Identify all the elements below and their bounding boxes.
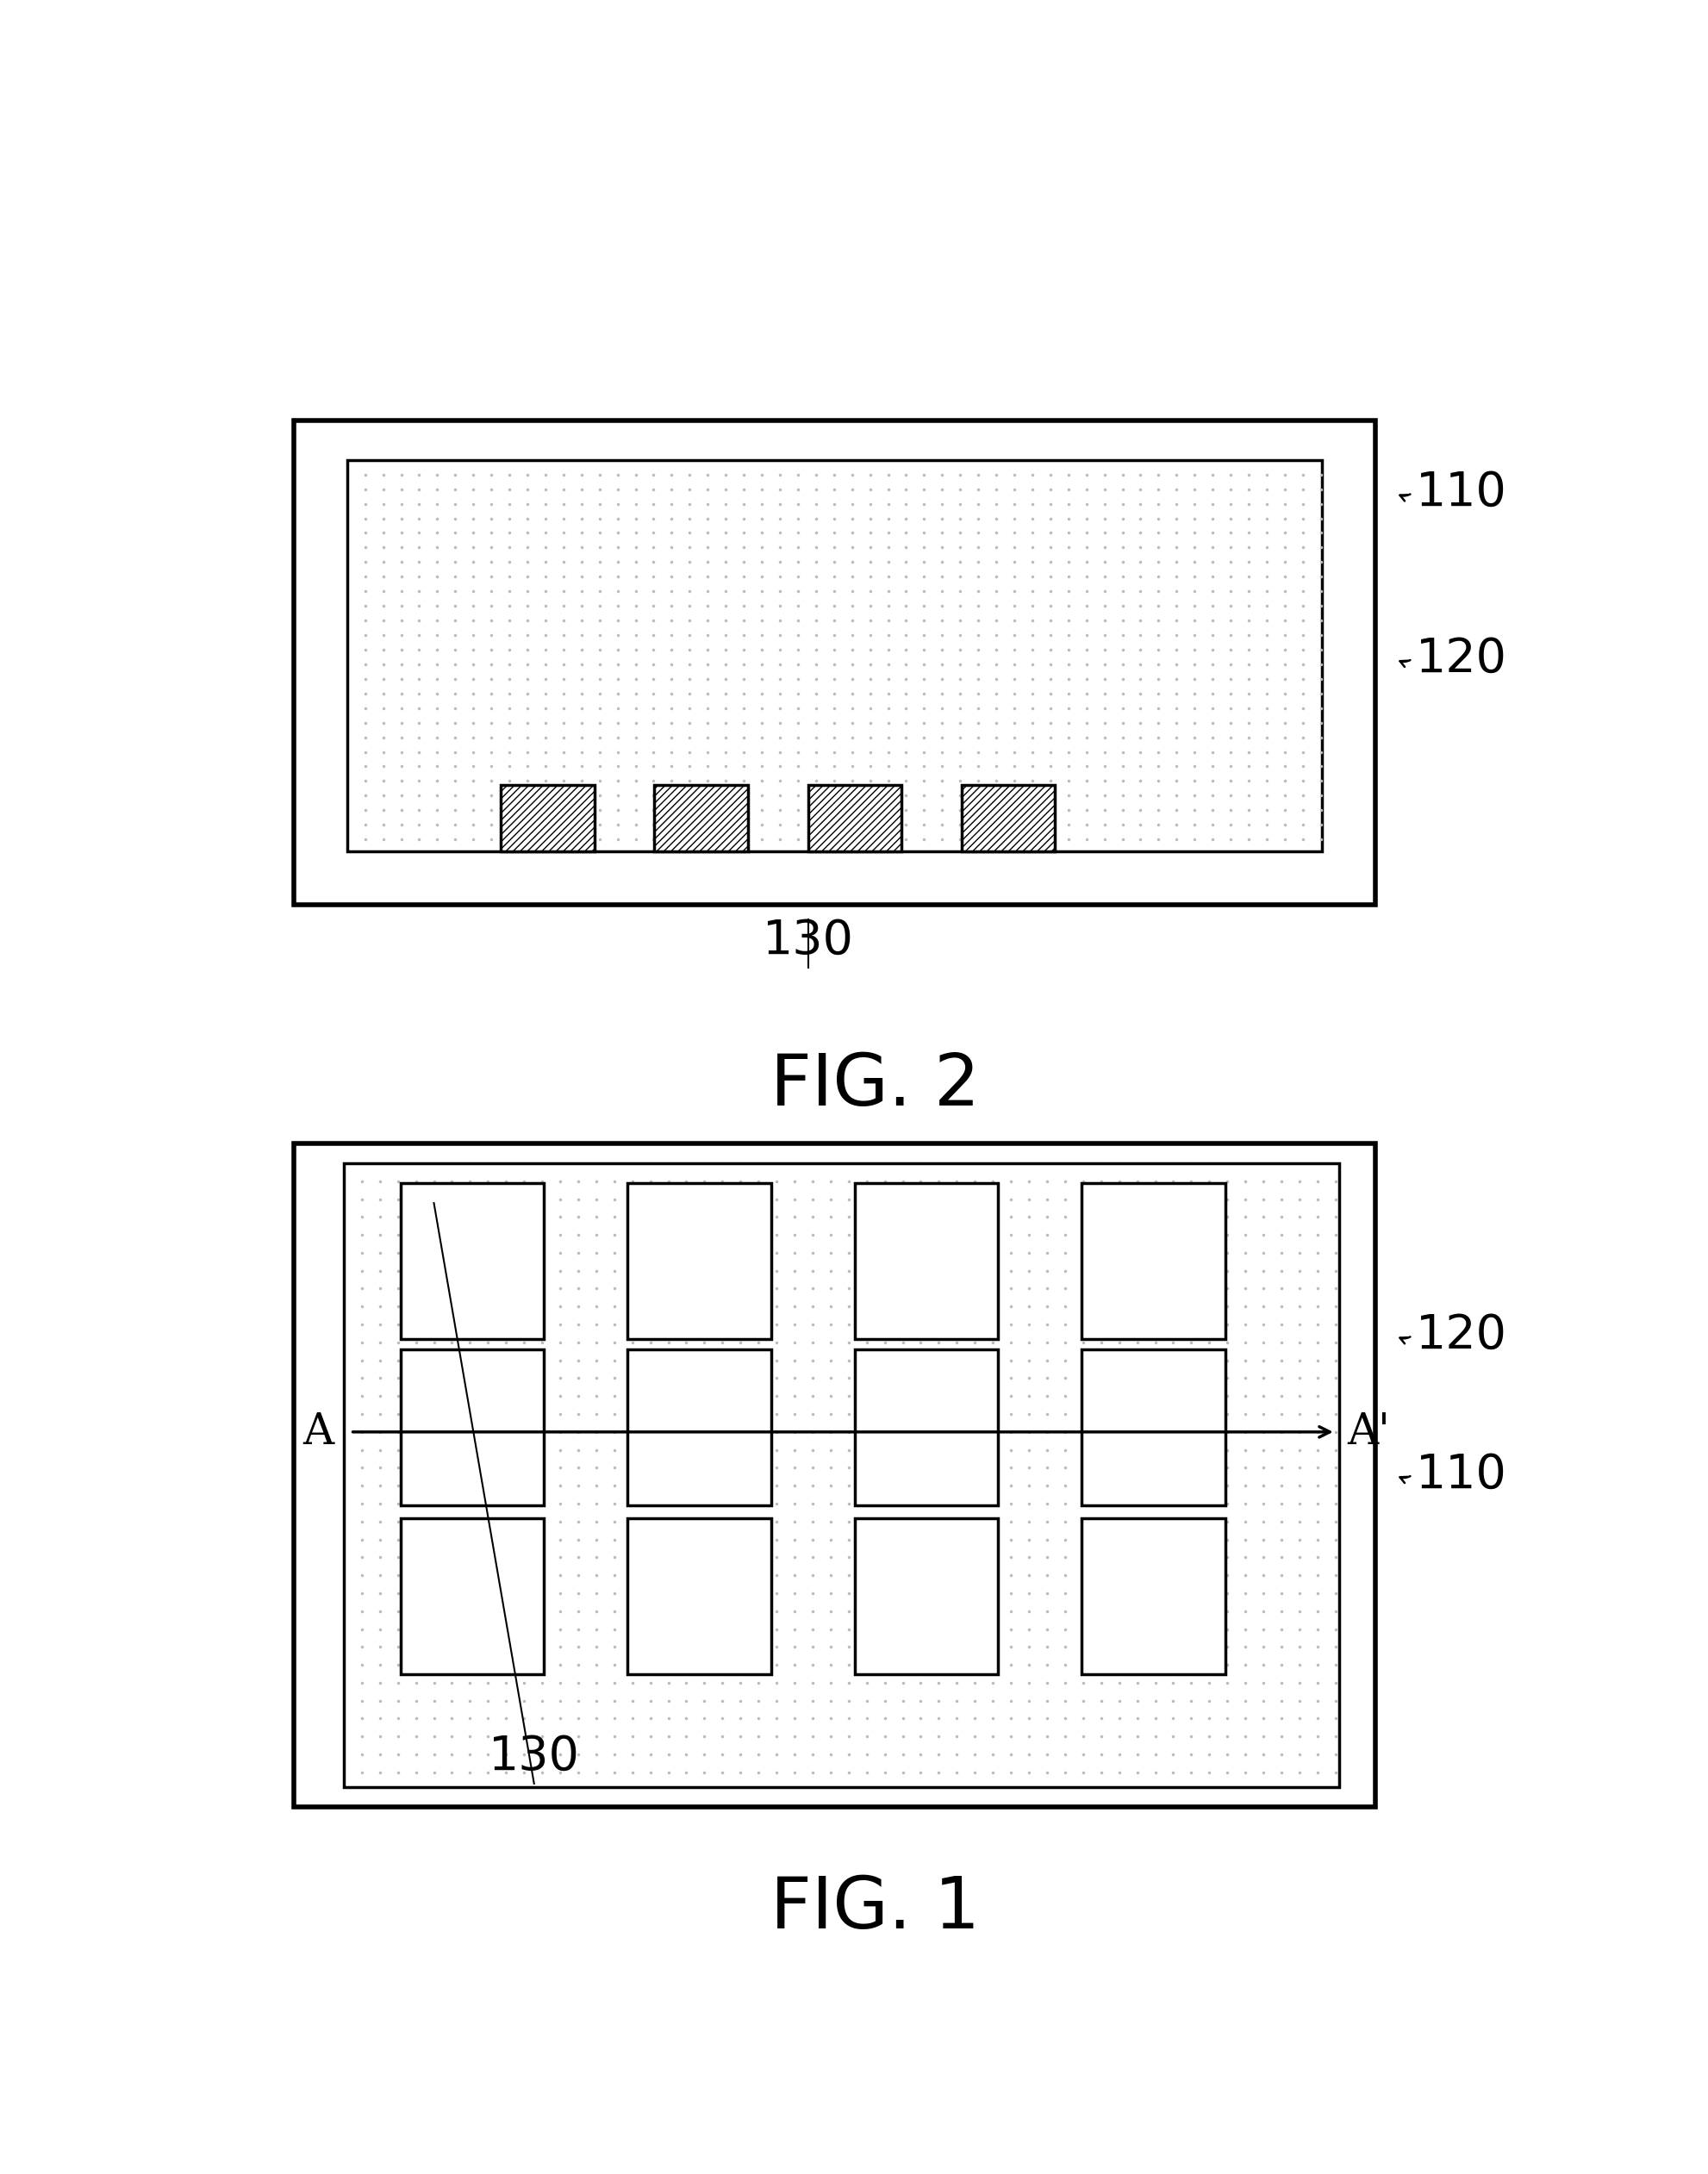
Text: A': A' bbox=[1348, 1411, 1390, 1452]
Bar bbox=[400, 1517, 545, 1674]
Bar bbox=[347, 461, 1322, 852]
Bar bbox=[854, 1183, 997, 1339]
Bar bbox=[627, 1350, 772, 1504]
Text: 120: 120 bbox=[1416, 635, 1506, 683]
Bar bbox=[627, 1517, 772, 1674]
Bar bbox=[962, 785, 1056, 852]
Bar bbox=[654, 785, 748, 852]
Text: 110: 110 bbox=[1416, 1452, 1506, 1498]
Bar bbox=[500, 785, 594, 852]
Bar bbox=[854, 1517, 997, 1674]
Text: 130: 130 bbox=[488, 1733, 579, 1781]
Bar bbox=[294, 1144, 1375, 1807]
Text: A: A bbox=[302, 1411, 333, 1452]
Bar bbox=[808, 785, 902, 852]
Bar bbox=[1081, 1350, 1225, 1504]
Text: 130: 130 bbox=[763, 917, 854, 965]
Bar bbox=[343, 1163, 1339, 1787]
Bar bbox=[400, 1350, 545, 1504]
Text: FIG. 2: FIG. 2 bbox=[770, 1050, 980, 1120]
Bar bbox=[400, 1183, 545, 1339]
Bar bbox=[627, 1183, 772, 1339]
Text: FIG. 1: FIG. 1 bbox=[770, 1874, 980, 1944]
Bar bbox=[1081, 1517, 1225, 1674]
Bar bbox=[1081, 1183, 1225, 1339]
Bar bbox=[854, 1350, 997, 1504]
Text: 110: 110 bbox=[1416, 470, 1506, 517]
Bar bbox=[294, 420, 1375, 904]
Text: 120: 120 bbox=[1416, 1313, 1506, 1359]
